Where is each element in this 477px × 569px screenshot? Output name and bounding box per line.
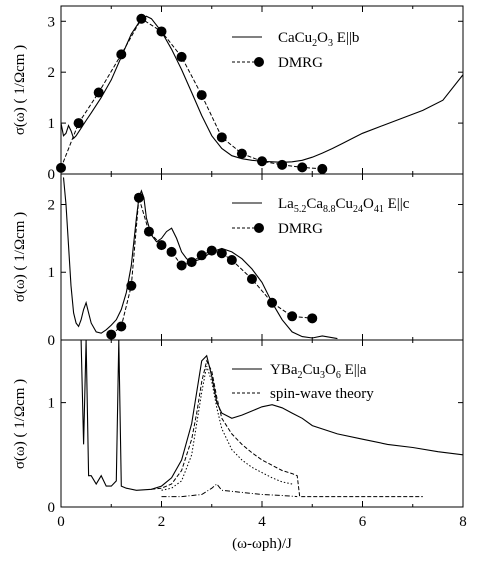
data-point	[196, 250, 207, 261]
x-tick-label: 0	[57, 514, 65, 530]
data-point	[176, 51, 187, 62]
legend-middle: La5.2Ca8.8Cu24O41 E||c DMRG	[232, 196, 410, 237]
legend-label-dmrg-top: DMRG	[278, 55, 323, 71]
data-point	[116, 49, 127, 60]
y-tick-label: 3	[48, 14, 56, 30]
y-tick-label: 1	[48, 396, 56, 412]
series-line-2-2	[161, 365, 293, 491]
legend-label-yba: YBa2Cu3O6 E||a	[270, 362, 367, 381]
data-point	[116, 321, 127, 332]
data-point	[133, 192, 144, 203]
y-tick-label: 0	[48, 333, 56, 349]
data-point	[236, 148, 247, 159]
y-tick-label: 2	[48, 65, 56, 81]
data-point	[257, 156, 267, 167]
x-axis-title: (ω-ωph)/J	[232, 536, 292, 552]
series-line-2-0	[80, 340, 463, 491]
data-point	[136, 13, 147, 24]
legend-label-cacu2o3: CaCu2O3 E||b	[278, 30, 359, 49]
data-point	[287, 311, 298, 322]
y-tick-label: 0	[48, 167, 56, 183]
x-tick-label: 6	[359, 514, 367, 530]
series-line-1-1	[110, 197, 313, 335]
x-tick-label: 4	[258, 514, 266, 530]
x-tick-label: 2	[158, 514, 166, 530]
data-point	[156, 240, 167, 251]
data-point	[216, 248, 227, 259]
data-point	[73, 118, 84, 129]
legend-bottom: YBa2Cu3O6 E||a spin-wave theory	[232, 362, 374, 402]
data-point	[56, 162, 66, 173]
data-point	[206, 245, 217, 256]
series-line-2-3	[161, 483, 298, 498]
data-point	[106, 329, 117, 340]
data-point	[317, 163, 328, 174]
legend-marker-dmrg-top	[254, 57, 264, 67]
legend-label-spinwave: spin-wave theory	[270, 386, 374, 402]
legend-label-la: La5.2Ca8.8Cu24O41 E||c	[278, 196, 410, 215]
legend-label-dmrg-mid: DMRG	[278, 221, 323, 237]
legend-top: CaCu2O3 E||b DMRG	[232, 30, 359, 71]
data-point	[166, 246, 177, 257]
data-point	[196, 90, 207, 101]
data-point	[143, 226, 154, 237]
y-tick-label: 1	[48, 116, 56, 132]
data-point	[216, 132, 227, 143]
data-point	[93, 87, 104, 98]
data-point	[307, 313, 318, 324]
y-axis-title-bottom: σ(ω) ( 1/Ωcm )	[12, 379, 28, 469]
data-point	[246, 274, 257, 285]
y-tick-label: 2	[48, 197, 56, 213]
data-point	[226, 255, 237, 266]
series-line-0-0	[61, 15, 463, 163]
data-point	[277, 159, 288, 170]
series-line-2-1	[151, 359, 423, 498]
x-tick-label: 8	[459, 514, 467, 530]
y-tick-label: 1	[48, 265, 56, 281]
series-line-1-0	[62, 177, 338, 340]
data-point	[176, 260, 187, 271]
data-point	[186, 257, 197, 268]
legend-marker-dmrg-mid	[254, 223, 264, 233]
y-axis-title-middle: σ(ω) ( 1/Ωcm )	[12, 212, 28, 302]
y-tick-label: 0	[48, 500, 56, 516]
data-point	[297, 162, 308, 173]
plot-layer: 0 1 2 3 0 1 2 0 1 0 2 4 6 8	[48, 6, 467, 530]
data-point	[267, 297, 278, 308]
data-point	[126, 280, 137, 291]
panel-frame-top	[60, 5, 464, 175]
data-point	[156, 26, 167, 37]
y-axis-title-top: σ(ω) ( 1/Ωcm )	[12, 45, 28, 135]
